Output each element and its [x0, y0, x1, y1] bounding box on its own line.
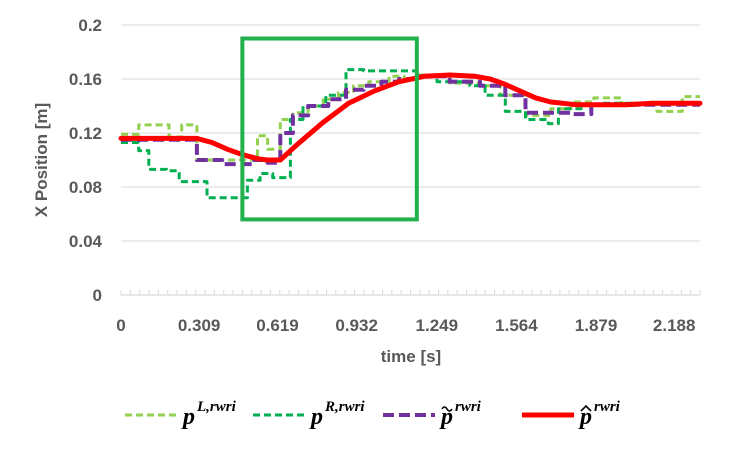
x-tick-label: 0.619	[256, 316, 299, 335]
y-tick-labels: 0 0.04 0.08 0.12 0.16 0.2	[69, 16, 103, 305]
x-tick-label: 1.879	[575, 316, 618, 335]
legend-superscript-4: rwri	[594, 399, 621, 415]
series-line-4	[118, 72, 703, 163]
x-axis	[120, 290, 701, 296]
legend-superscript-1: L,rwri	[196, 399, 237, 415]
series-lines	[118, 68, 703, 200]
gridlines	[121, 24, 700, 242]
y-tick-label: 0.16	[69, 70, 102, 89]
x-tick-label: 0.309	[178, 316, 221, 335]
y-tick-label: 0.04	[69, 232, 103, 251]
series-line-3	[121, 74, 700, 167]
y-tick-label: 0	[93, 286, 102, 305]
legend-tilde-accent	[441, 406, 453, 412]
highlight-box	[240, 36, 419, 222]
x-tick-label: 1.249	[416, 316, 459, 335]
y-tick-label: 0.08	[69, 178, 102, 197]
legend-label-2: p	[309, 404, 323, 430]
y-axis-title: X Position [m]	[32, 103, 51, 217]
x-tick-labels: 0 0.309 0.619 0.932 1.249 1.564 1.879 2.188	[116, 316, 695, 335]
series-line-1	[121, 73, 700, 162]
x-tick-label: 1.564	[495, 316, 538, 335]
legend-label-1: p	[181, 404, 195, 430]
x-tick-label: 0.932	[335, 316, 378, 335]
series-line-2	[121, 68, 700, 200]
legend-hat-accent	[580, 404, 592, 412]
x-axis-title: time [s]	[381, 347, 441, 366]
y-tick-label: 0.12	[69, 124, 102, 143]
legend-superscript-3: rwri	[455, 399, 482, 415]
x-tick-label: 0	[116, 316, 125, 335]
legend: p L,rwri p R,rwri p rwri p rwri	[125, 399, 621, 430]
x-tick-label: 2.188	[653, 316, 696, 335]
legend-superscript-2: R,rwri	[324, 399, 365, 415]
y-tick-label: 0.2	[78, 16, 102, 35]
